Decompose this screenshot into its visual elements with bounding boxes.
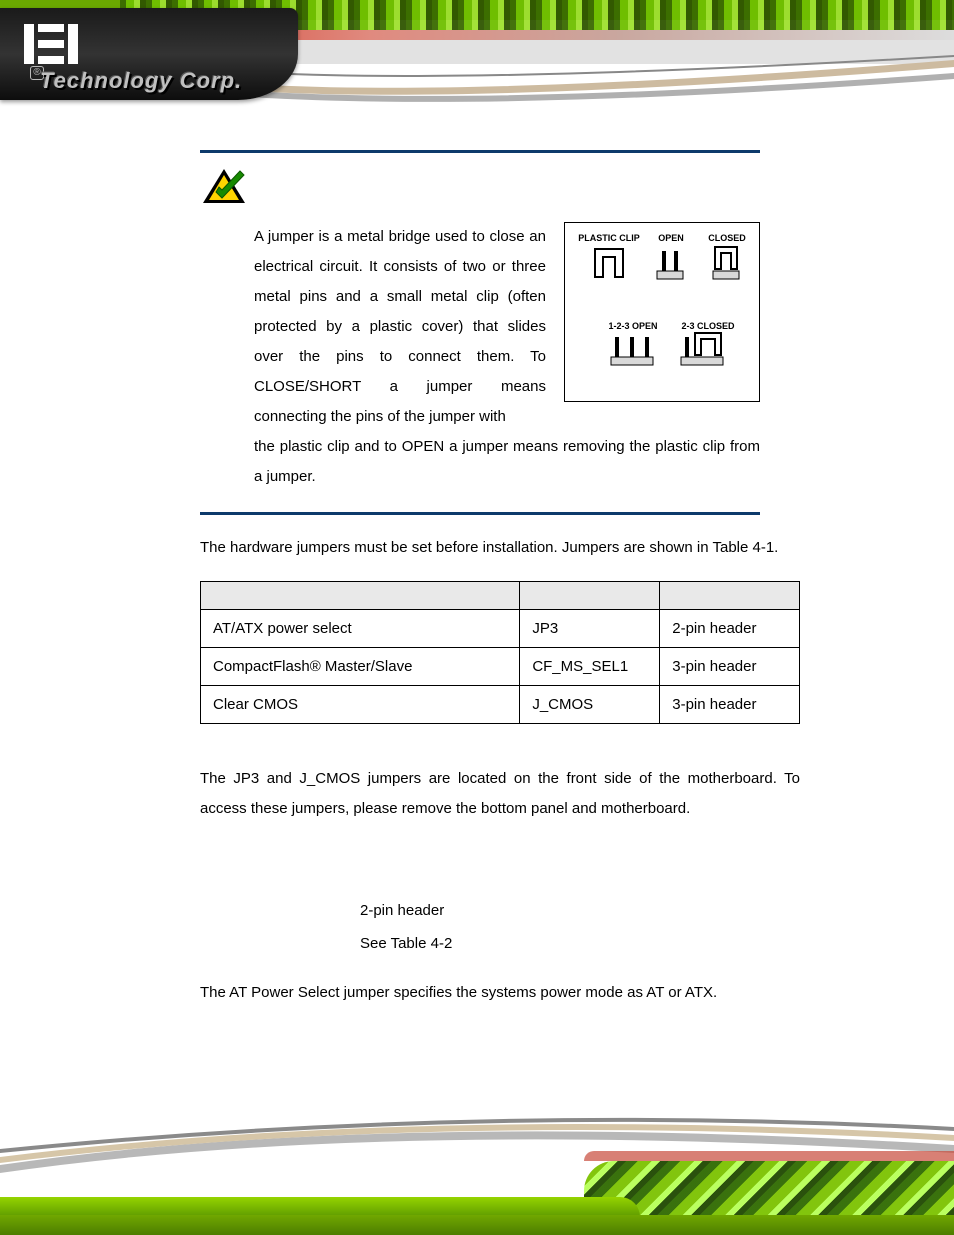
table-cell: JP3 xyxy=(520,610,660,648)
kv-value: 2-pin header xyxy=(360,894,444,927)
table-cell: CF_MS_SEL1 xyxy=(520,648,660,686)
kv-row: 2-pin header xyxy=(360,894,800,927)
table-cell: AT/ATX power select xyxy=(201,610,520,648)
table-header-cell xyxy=(201,582,520,610)
page-header-band: ® Technology Corp. xyxy=(0,0,954,120)
location-paragraph: The JP3 and J_CMOS jumpers are located o… xyxy=(200,764,800,824)
note-block: A jumper is a metal bridge used to close… xyxy=(200,167,760,492)
spec-kv-block: 2-pin header See Table 4-2 xyxy=(360,894,800,960)
note-rule-top xyxy=(200,150,760,153)
footer-pcb-texture xyxy=(584,1161,954,1215)
kv-row: See Table 4-2 xyxy=(360,927,800,960)
brand-logo xyxy=(24,24,78,64)
kv-value: See Table 4-2 xyxy=(360,927,452,960)
table-row: Clear CMOS J_CMOS 3-pin header xyxy=(201,686,800,724)
table-cell: J_CMOS xyxy=(520,686,660,724)
table-header-row xyxy=(201,582,800,610)
table-cell: 3-pin header xyxy=(660,686,800,724)
table-cell: 2-pin header xyxy=(660,610,800,648)
note-text-2: the plastic clip and to OPEN a jumper me… xyxy=(254,438,760,485)
footer-green-strip-2 xyxy=(0,1197,640,1217)
warning-check-icon xyxy=(200,167,760,212)
table-cell: 3-pin header xyxy=(660,648,800,686)
footer-red-strip xyxy=(584,1151,954,1161)
table-cell: Clear CMOS xyxy=(201,686,520,724)
closing-paragraph: The AT Power Select jumper specifies the… xyxy=(200,978,800,1008)
page-content: A jumper is a metal bridge used to close… xyxy=(200,150,800,1026)
jumper-table: AT/ATX power select JP3 2-pin header Com… xyxy=(200,581,800,724)
brand-logo-plate: ® Technology Corp. xyxy=(0,8,298,100)
table-header-cell xyxy=(660,582,800,610)
table-cell: CompactFlash® Master/Slave xyxy=(201,648,520,686)
note-text-1: A jumper is a metal bridge used to close… xyxy=(254,228,546,425)
table-row: AT/ATX power select JP3 2-pin header xyxy=(201,610,800,648)
intro-paragraph: The hardware jumpers must be set before … xyxy=(200,533,800,563)
jumper-diagram: PLASTIC CLIP OPEN CLOSED 1-2-3 OPEN 2-3 … xyxy=(564,222,760,402)
note-rule-bottom xyxy=(200,512,760,515)
iei-logo-icon xyxy=(24,24,78,64)
table-header-cell xyxy=(520,582,660,610)
table-row: CompactFlash® Master/Slave CF_MS_SEL1 3-… xyxy=(201,648,800,686)
brand-tagline: Technology Corp. xyxy=(40,68,242,94)
page-footer-band xyxy=(0,1105,954,1235)
footer-green-strip xyxy=(0,1215,954,1235)
